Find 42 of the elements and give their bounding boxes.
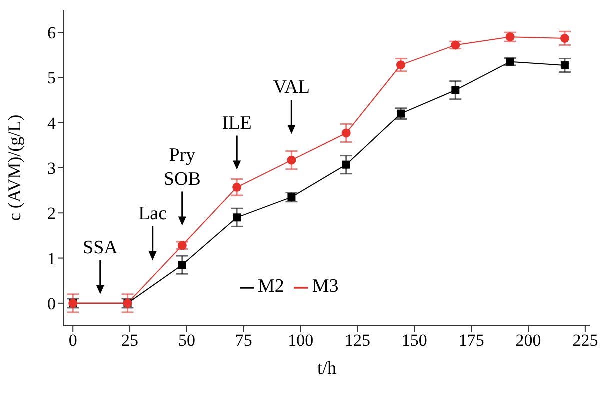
point bbox=[396, 60, 406, 70]
point bbox=[342, 128, 351, 138]
point bbox=[451, 40, 460, 50]
point bbox=[506, 32, 515, 42]
point bbox=[342, 160, 350, 169]
y-tick-label: 6 bbox=[48, 24, 56, 43]
y-tick-label: 0 bbox=[48, 294, 56, 314]
point bbox=[397, 110, 406, 118]
point bbox=[452, 86, 460, 94]
annotation: VAL bbox=[273, 77, 310, 98]
x-tick-label: 150 bbox=[402, 331, 428, 350]
point bbox=[178, 241, 187, 250]
legend-label: M3 bbox=[312, 276, 339, 297]
x-tick-label: 200 bbox=[516, 331, 542, 350]
x-tick-label: 75 bbox=[235, 331, 252, 350]
x-tick-label: 100 bbox=[288, 331, 314, 350]
point bbox=[232, 182, 242, 192]
y-tick-label: 1 bbox=[48, 249, 56, 268]
point bbox=[288, 193, 296, 202]
x-axis-title: t/h bbox=[317, 358, 337, 378]
legend-label: M2 bbox=[258, 276, 284, 297]
annotation: Lac bbox=[138, 204, 168, 225]
x-tick-label: 225 bbox=[572, 331, 598, 350]
y-tick-label: 4 bbox=[48, 114, 56, 133]
annotation: SSA bbox=[83, 237, 118, 258]
x-tick-label: 175 bbox=[458, 331, 484, 350]
point bbox=[560, 34, 570, 43]
x-tick-label: 25 bbox=[122, 331, 139, 350]
annotation: ILE bbox=[222, 112, 252, 134]
y-tick-label: 5 bbox=[48, 68, 56, 88]
point bbox=[560, 62, 569, 70]
point bbox=[178, 261, 186, 270]
point bbox=[287, 156, 296, 165]
x-tick-label: 50 bbox=[178, 331, 196, 350]
annotation: Pry SOB bbox=[164, 144, 201, 190]
y-tick-label: 3 bbox=[48, 159, 56, 178]
y-tick-label: 2 bbox=[48, 204, 56, 224]
point bbox=[233, 214, 242, 222]
y-axis-title: c (AVM)/(g/L) bbox=[4, 114, 24, 222]
x-tick-label: 0 bbox=[68, 331, 78, 350]
point bbox=[506, 58, 514, 66]
x-tick-label: 125 bbox=[344, 331, 370, 350]
